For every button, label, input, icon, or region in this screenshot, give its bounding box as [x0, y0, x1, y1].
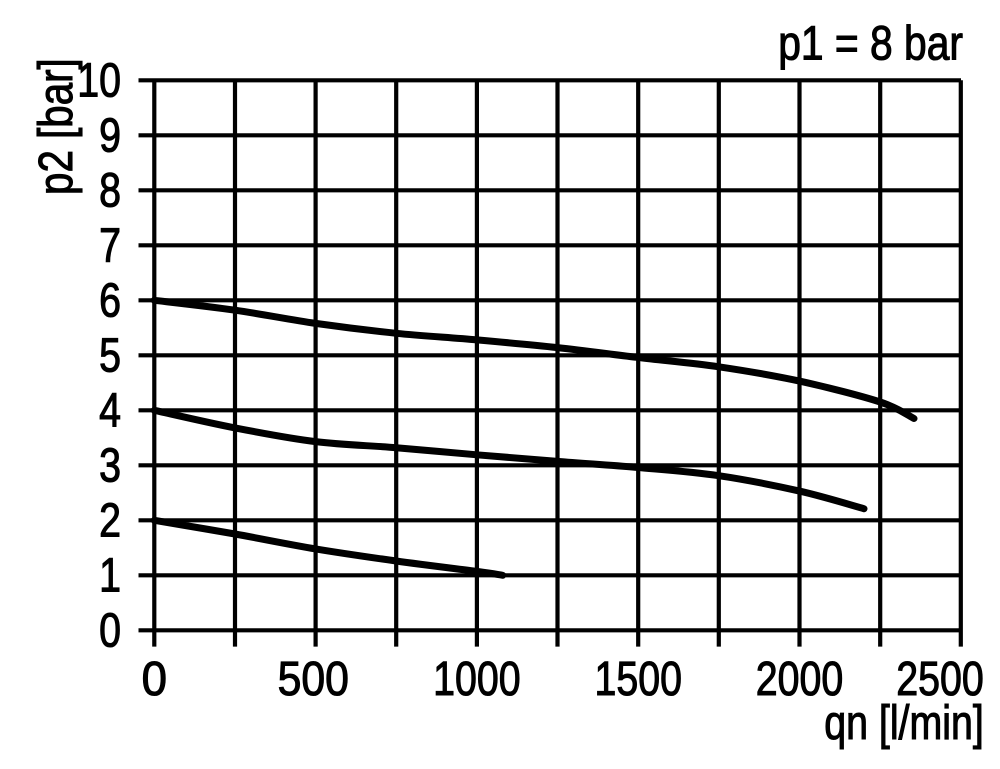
- svg-text:7: 7: [99, 219, 121, 273]
- svg-text:qn [l/min]: qn [l/min]: [824, 696, 984, 750]
- svg-text:6: 6: [99, 274, 121, 328]
- svg-text:0: 0: [142, 652, 167, 705]
- svg-text:3: 3: [99, 439, 121, 493]
- svg-text:2: 2: [99, 494, 121, 548]
- svg-text:1500: 1500: [594, 653, 682, 707]
- svg-text:p1 = 8 bar: p1 = 8 bar: [778, 17, 963, 70]
- svg-text:5: 5: [99, 329, 121, 383]
- svg-text:p2 [bar]: p2 [bar]: [30, 58, 83, 195]
- svg-text:0: 0: [99, 604, 121, 658]
- svg-text:10: 10: [77, 54, 121, 108]
- svg-text:1000: 1000: [433, 653, 521, 707]
- svg-text:1: 1: [99, 549, 121, 603]
- svg-text:2000: 2000: [756, 653, 844, 707]
- svg-text:2500: 2500: [896, 653, 984, 707]
- svg-text:4: 4: [99, 384, 121, 438]
- svg-text:500: 500: [278, 652, 349, 706]
- svg-text:9: 9: [99, 109, 121, 163]
- svg-text:8: 8: [99, 164, 121, 218]
